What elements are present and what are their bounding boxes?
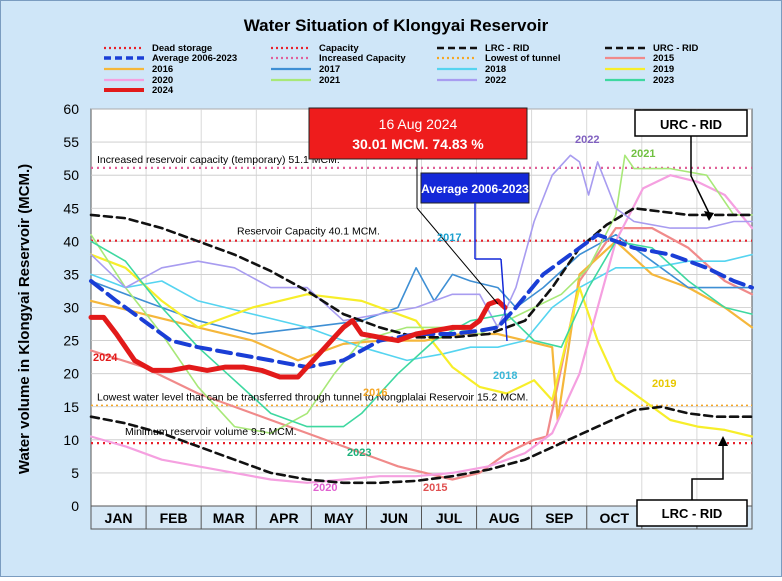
series-line-2016 xyxy=(89,240,754,422)
legend-label: 2015 xyxy=(653,53,675,64)
y-tick-label: 5 xyxy=(71,465,79,481)
legend-label: 2024 xyxy=(152,85,174,96)
ref-label-capacity: Reservoir Capacity 40.1 MCM. xyxy=(237,226,380,238)
y-tick-label: 60 xyxy=(63,101,79,117)
urc-rid-box: URC - RID xyxy=(634,109,748,221)
year-label-2019: 2019 xyxy=(652,378,676,390)
month-label: JUL xyxy=(436,510,463,526)
legend-label: 2018 xyxy=(485,64,506,75)
legend-label: 2023 xyxy=(653,75,674,86)
callout-average-label: Average 2006-2023 xyxy=(421,182,529,196)
legend-label: 2022 xyxy=(485,75,506,86)
reference-labels: Minimum reservoir volume 9.5 MCM. Reservo… xyxy=(97,154,528,438)
month-label: MAY xyxy=(324,510,354,526)
callout-average: Average 2006-2023 xyxy=(420,172,530,342)
legend: Dead storage Capacity LRC - RID URC - RID Av… xyxy=(104,43,699,96)
legend-label: 2016 xyxy=(152,64,173,75)
urc-rid-box-label: URC - RID xyxy=(660,117,722,132)
month-label: SEP xyxy=(545,510,573,526)
y-axis: 0 5 10 15 20 25 30 35 40 45 50 55 60 xyxy=(63,101,79,514)
callout-2024-value: 30.01 MCM. 74.83 % xyxy=(352,136,484,152)
year-label-2024: 2024 xyxy=(93,352,118,364)
series-line-2021 xyxy=(90,154,753,435)
y-tick-label: 0 xyxy=(71,498,79,514)
y-tick-label: 25 xyxy=(63,333,79,349)
y-axis-label: Water volume in Klongyai Reservoir (MCM.… xyxy=(16,164,33,474)
legend-label: 2020 xyxy=(152,75,173,86)
series-line-2020 xyxy=(89,174,754,484)
series-line-2015 xyxy=(89,227,754,481)
legend-label: Capacity xyxy=(319,43,359,54)
year-label-2015: 2015 xyxy=(423,482,447,494)
y-tick-label: 55 xyxy=(63,134,79,150)
series-line-urc-rid xyxy=(89,207,754,339)
callout-2024-date: 16 Aug 2024 xyxy=(379,116,458,132)
legend-label: Increased Capacity xyxy=(319,53,406,64)
legend-label: Lowest of tunnel xyxy=(485,53,560,64)
y-tick-label: 40 xyxy=(63,233,79,249)
y-tick-label: 10 xyxy=(63,432,79,448)
year-label-2016: 2016 xyxy=(363,387,387,399)
series-line-lrc-rid xyxy=(89,405,754,485)
y-tick-label: 15 xyxy=(63,399,79,415)
year-label-2017: 2017 xyxy=(437,232,461,244)
y-tick-label: 30 xyxy=(63,300,79,316)
series-line-2019 xyxy=(89,253,754,438)
month-label: APR xyxy=(269,510,299,526)
legend-label: URC - RID xyxy=(653,43,699,54)
month-label: JUN xyxy=(380,510,408,526)
ref-label-tunnel: Lowest water level that can be transferr… xyxy=(97,391,528,403)
y-tick-label: 45 xyxy=(63,200,79,216)
callout-2024: 16 Aug 2024 30.01 MCM. 74.83 % xyxy=(308,107,528,305)
series-line-average-2006-2023 xyxy=(89,232,754,370)
legend-label: 2019 xyxy=(653,64,674,75)
year-label-2021: 2021 xyxy=(631,148,655,160)
month-label: FEB xyxy=(160,510,188,526)
chart-title: Water Situation of Klongyai Reservoir xyxy=(244,16,549,35)
legend-label: LRC - RID xyxy=(485,43,529,54)
series-line-2017 xyxy=(90,233,753,335)
month-label: AUG xyxy=(489,510,520,526)
month-label: JAN xyxy=(105,510,133,526)
month-label: MAR xyxy=(213,510,245,526)
legend-label: 2021 xyxy=(319,75,341,86)
legend-label: Average 2006-2023 xyxy=(152,53,237,64)
month-label: OCT xyxy=(600,510,630,526)
year-label-2018: 2018 xyxy=(493,370,517,382)
series-line-2018 xyxy=(90,253,753,362)
year-label-2022: 2022 xyxy=(575,134,599,146)
series-line-2023 xyxy=(90,240,753,428)
y-tick-label: 35 xyxy=(63,266,79,282)
ref-label-increased: Increased reservoir capacity (temporary)… xyxy=(97,154,340,166)
series-line-2024 xyxy=(88,298,508,380)
year-label-2020: 2020 xyxy=(313,482,337,494)
lrc-rid-box-label: LRC - RID xyxy=(662,506,723,521)
y-tick-label: 20 xyxy=(63,366,79,382)
legend-label: Dead storage xyxy=(152,43,212,54)
year-labels: 2024 2016 2023 2020 2015 2017 2018 2019 … xyxy=(93,134,676,494)
reference-lines xyxy=(91,166,752,445)
y-tick-label: 50 xyxy=(63,167,79,183)
year-label-2023: 2023 xyxy=(347,447,371,459)
ref-label-dead: Minimum reservoir volume 9.5 MCM. xyxy=(125,426,297,438)
legend-label: 2017 xyxy=(319,64,340,75)
series-layer xyxy=(88,154,754,485)
lrc-rid-box: LRC - RID xyxy=(636,436,748,527)
